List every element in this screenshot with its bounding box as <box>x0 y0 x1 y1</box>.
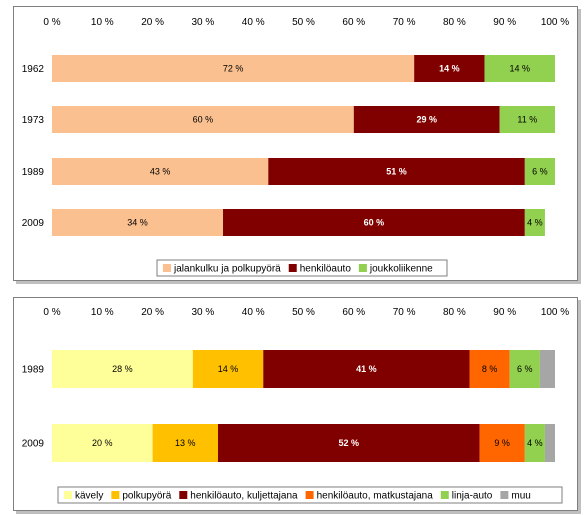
bar-segment <box>263 350 470 388</box>
x-tick-label: 70 % <box>393 307 416 318</box>
x-tick-label: 0 % <box>43 17 60 28</box>
legend-label: joukkoliikenne <box>369 264 433 275</box>
category-label: 1962 <box>22 64 45 75</box>
chart-svg: 0 % 10 % 20 % 30 % 40 % 50 % 60 % 70 % 80 % 90 % 1… <box>22 307 569 504</box>
x-tick-label: 90 % <box>493 17 516 28</box>
data-label: 41 % <box>356 364 377 374</box>
x-tick-label: 20 % <box>141 17 164 28</box>
data-label: 6 % <box>517 364 533 374</box>
bar-segment <box>223 209 525 236</box>
data-label: 43 % <box>150 167 171 177</box>
legend-swatch <box>500 491 509 499</box>
legend-frame <box>156 259 448 277</box>
bar-segment <box>353 106 500 133</box>
x-tick-label: 10 % <box>91 307 114 318</box>
bar-segment <box>52 158 269 185</box>
legend: jalankulku ja polkupyörä henkilöauto joukk… <box>156 259 448 277</box>
legend-label: henkilöauto <box>300 264 352 275</box>
legend-label: henkilöauto, matkustajana <box>317 491 434 502</box>
data-label: 34 % <box>127 218 148 228</box>
data-label: 14 % <box>510 64 531 74</box>
bar-segment <box>52 55 415 82</box>
legend: kävely polkupyörä henkilöauto, kuljettajan… <box>57 486 563 504</box>
legend-swatch <box>358 264 367 272</box>
data-label: 52 % <box>339 438 360 448</box>
bar-segment <box>52 424 153 462</box>
category-label: 1989 <box>22 167 45 178</box>
bar-segment <box>152 424 218 462</box>
legend-swatch <box>440 491 449 499</box>
x-tick-label: 60 % <box>342 17 365 28</box>
bar-segment <box>268 158 525 185</box>
data-label: 11 % <box>517 115 537 125</box>
x-tick-label: 0 % <box>43 307 60 318</box>
bar-segment <box>509 350 540 388</box>
data-label: 9 % <box>494 438 510 448</box>
bar-segment <box>479 424 525 462</box>
legend-label: polkupyörä <box>122 491 171 502</box>
x-tick-label: 100 % <box>541 307 569 318</box>
data-label: 60 % <box>193 115 214 125</box>
legend-label: linja-auto <box>452 491 493 502</box>
data-label: 51 % <box>386 167 407 177</box>
bar-segment <box>52 209 224 236</box>
legend-swatch <box>179 491 188 499</box>
legend-label: jalankulku ja polkupyörä <box>173 264 281 275</box>
bar-segment <box>484 55 555 82</box>
bar-segment <box>499 106 555 133</box>
category-label: 2009 <box>22 218 45 229</box>
x-tick-label: 60 % <box>342 307 365 318</box>
category-label: 1973 <box>22 115 45 126</box>
data-label: 60 % <box>364 218 385 228</box>
legend-label: kävely <box>75 491 103 502</box>
data-label: 4 % <box>527 218 543 228</box>
legend-swatch <box>111 491 120 499</box>
x-tick-label: 40 % <box>242 307 265 318</box>
bar-segment <box>192 350 264 388</box>
bar-segment <box>414 55 485 82</box>
bar-segment <box>544 424 555 462</box>
data-label: 29 % <box>416 115 437 125</box>
legend-swatch <box>305 491 314 499</box>
data-label: 13 % <box>175 438 196 448</box>
x-tick-label: 100 % <box>541 17 569 28</box>
bar-segment <box>524 424 545 462</box>
x-tick-label: 50 % <box>292 307 315 318</box>
bar-segment <box>52 106 354 133</box>
x-tick-label: 90 % <box>493 307 516 318</box>
x-tick-label: 40 % <box>242 17 265 28</box>
chart-travel-modes-1962-2009: 0 % 10 % 20 % 30 % 40 % 50 % 60 % 70 % 80 % 90 % 1… <box>13 6 578 281</box>
x-tick-label: 80 % <box>443 17 466 28</box>
bar-segment <box>52 350 193 388</box>
data-label: 6 % <box>532 167 548 177</box>
bar-segment <box>524 209 545 236</box>
x-tick-label: 50 % <box>292 17 315 28</box>
data-label: 20 % <box>92 438 113 448</box>
data-label: 14 % <box>439 64 460 74</box>
legend-label: muu <box>511 491 530 502</box>
x-tick-label: 30 % <box>192 17 215 28</box>
x-tick-label: 30 % <box>192 307 215 318</box>
bar-segment <box>524 158 555 185</box>
chart-travel-modes-1989-2009: 0 % 10 % 20 % 30 % 40 % 50 % 60 % 70 % 80 % 90 % 1… <box>13 297 578 511</box>
data-label: 8 % <box>482 364 498 374</box>
data-label: 4 % <box>527 438 543 448</box>
category-label: 1989 <box>22 365 45 376</box>
chart-svg: 0 % 10 % 20 % 30 % 40 % 50 % 60 % 70 % 80 % 90 % 1… <box>22 17 569 277</box>
data-label: 14 % <box>218 364 239 374</box>
x-tick-label: 80 % <box>443 307 466 318</box>
x-tick-label: 20 % <box>141 307 164 318</box>
x-tick-label: 10 % <box>91 17 114 28</box>
bar-segment <box>539 350 555 388</box>
data-label: 72 % <box>223 64 244 74</box>
bar-segment <box>469 350 510 388</box>
bar-segment <box>217 424 480 462</box>
legend-swatch <box>64 491 72 499</box>
x-tick-label: 70 % <box>393 17 416 28</box>
legend-swatch <box>163 264 171 272</box>
legend-label: henkilöauto, kuljettajana <box>190 491 298 502</box>
category-label: 2009 <box>22 439 45 450</box>
data-label: 28 % <box>112 364 133 374</box>
legend-swatch <box>288 264 297 272</box>
